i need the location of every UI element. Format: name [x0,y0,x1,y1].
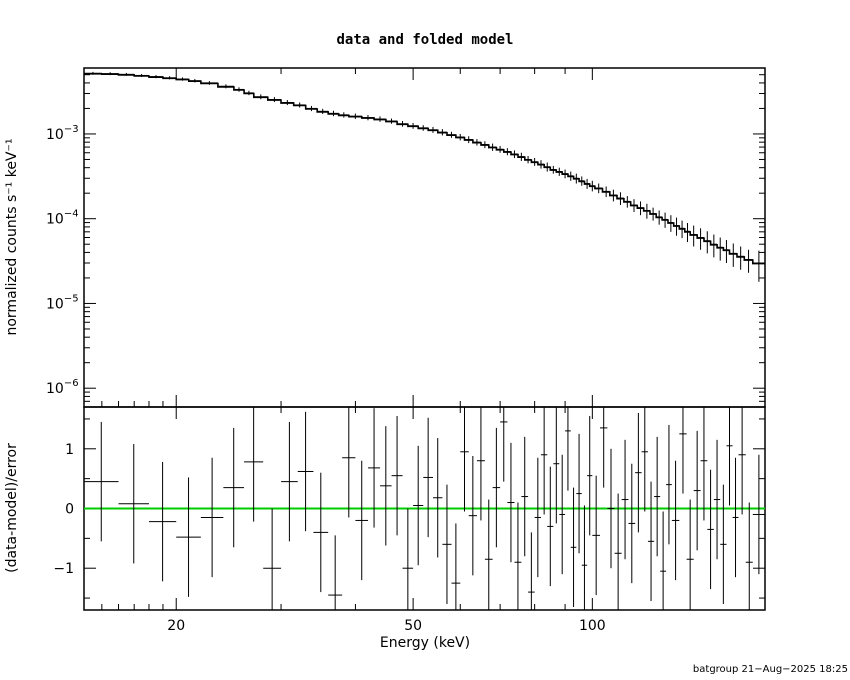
x-tick-label: 100 [579,618,606,634]
chart-title: data and folded model [336,32,513,48]
x-tick-label: 20 [167,618,185,634]
residual-y-tick-label: −1 [53,561,74,577]
residuals-panel: −1 0 1 20 50 100 (data-model)/error Energy (… [4,406,766,651]
x-tick-label: 50 [404,618,422,634]
folded-model-line [84,73,765,265]
y-tick-label: 10−3 [46,124,79,143]
residuals-x-ticks: 20 50 100 [101,407,606,634]
y-tick-label: 10−5 [46,293,79,312]
residuals-data [84,407,765,610]
y-tick-label: 10−6 [46,378,79,397]
y-tick-label: 10−4 [46,209,79,228]
x-axis-label: Energy (keV) [380,635,470,651]
residual-y-tick-label: 0 [65,502,74,518]
spectrum-x-ticks [101,68,593,407]
spectrum-panel: 10−6 10−5 10−4 10−3 normalized counts s⁻¹ k… [4,67,766,408]
spectrum-y-label: normalized counts s⁻¹ keV⁻¹ [4,138,20,335]
spectrum-data [84,71,765,282]
residuals-y-label: (data-model)/error [4,443,20,573]
residuals-y-ticks: −1 0 1 [53,418,765,599]
spectrum-panel-frame [83,67,766,408]
spectrum-y-ticks: 10−6 10−5 10−4 10−3 [46,67,765,408]
footer-stamp: batgroup 21−Aug−2025 18:25 [693,664,848,675]
residual-y-tick-label: 1 [65,442,74,458]
